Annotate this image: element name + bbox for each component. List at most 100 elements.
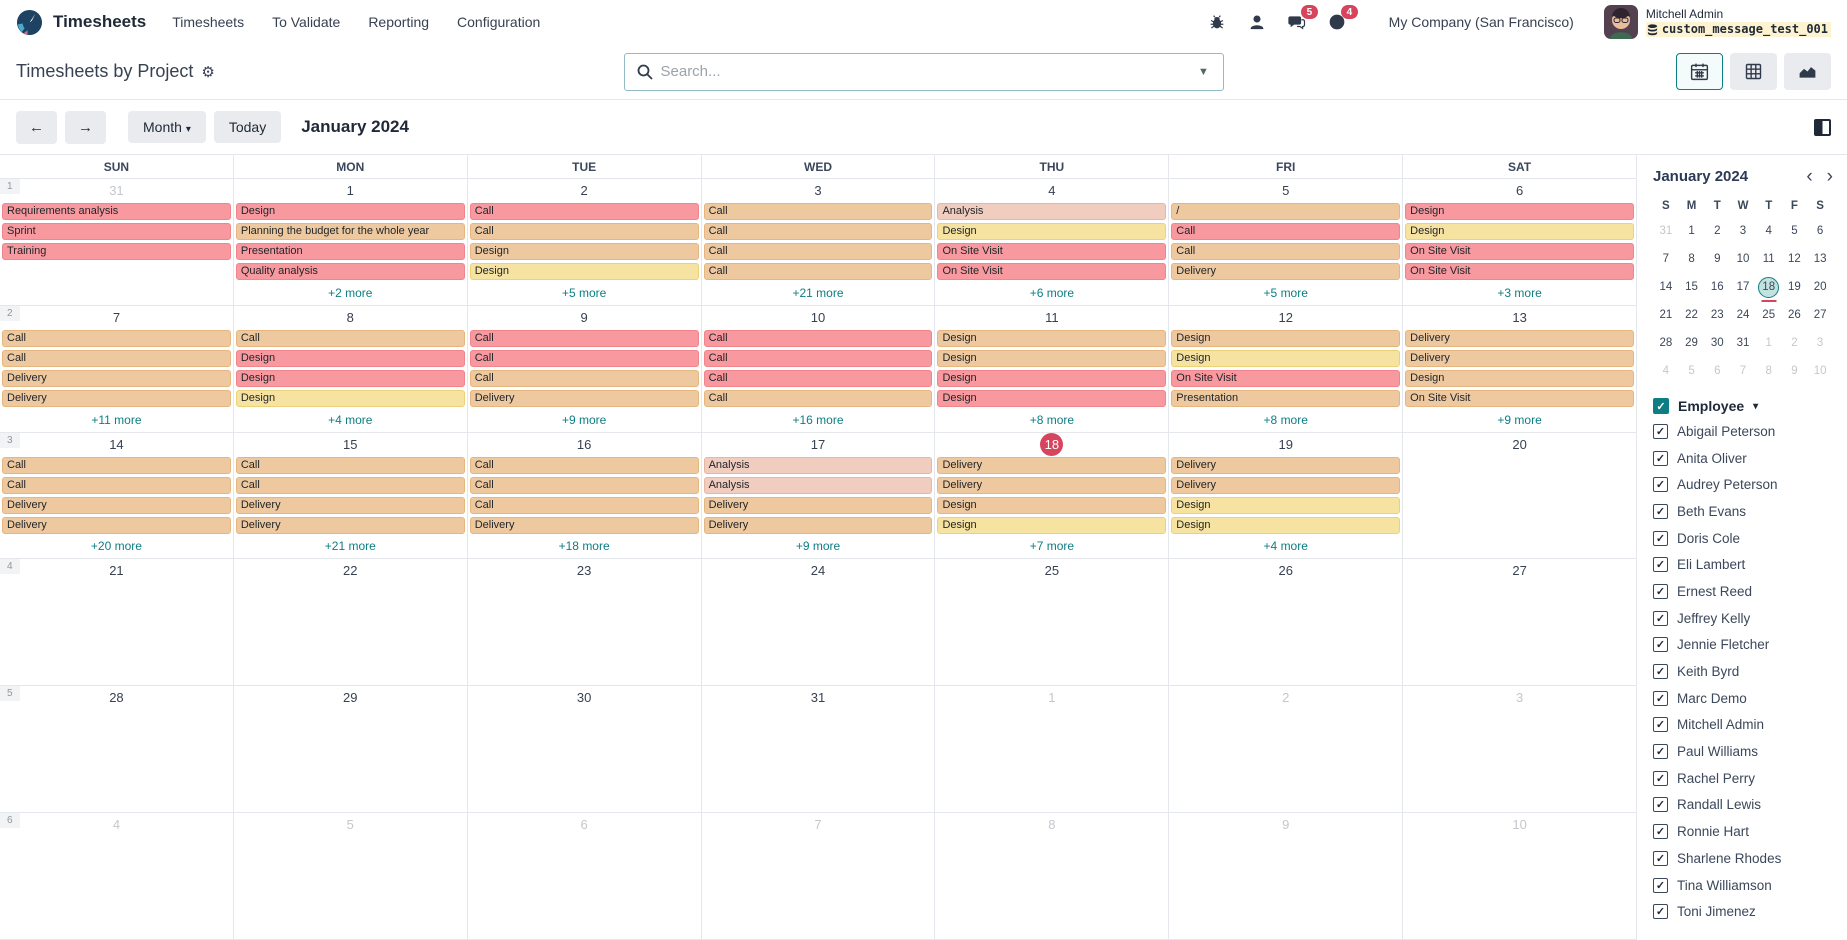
event-pill[interactable]: Call <box>2 329 231 347</box>
employee-filter-item[interactable]: ✓ Keith Byrd <box>1653 658 1833 685</box>
mini-calendar-day[interactable]: 1 <box>1765 337 1772 349</box>
event-pill[interactable]: Call <box>2 349 231 367</box>
event-pill[interactable]: On Site Visit <box>937 263 1167 280</box>
event-pill[interactable]: Call <box>703 349 933 367</box>
employee-filter-item[interactable]: ✓ Jeffrey Kelly <box>1653 605 1833 632</box>
day-cell[interactable]: 9 Call Call Call Delivery +9 more <box>468 305 702 432</box>
day-cell[interactable]: 8 Call Design Design Design +4 more <box>234 305 468 432</box>
day-cell[interactable]: 31 Requirements analysis Sprint Training <box>0 179 234 305</box>
event-pill[interactable]: Call <box>469 329 699 347</box>
event-pill[interactable]: Analysis <box>937 203 1167 220</box>
mini-prev-icon[interactable]: ‹ <box>1806 166 1813 187</box>
event-pill[interactable]: On Site Visit <box>937 243 1167 260</box>
more-events-link[interactable]: +5 more <box>561 285 607 300</box>
employee-filter-item[interactable]: ✓ Audrey Peterson <box>1653 471 1833 498</box>
employee-filter-item[interactable]: ✓ Sharlene Rhodes <box>1653 845 1833 872</box>
event-pill[interactable]: Design <box>469 263 699 280</box>
employee-checkbox[interactable]: ✓ <box>1653 450 1668 466</box>
day-cell[interactable]: 26 <box>1169 559 1404 686</box>
mini-calendar-day[interactable]: 31 <box>1659 225 1673 237</box>
day-cell[interactable]: 27 <box>1403 559 1636 685</box>
mini-calendar-day[interactable]: 3 <box>1816 337 1824 349</box>
day-cell[interactable]: 2 <box>1169 686 1404 813</box>
gear-icon[interactable]: ⚙ <box>201 63 215 81</box>
prev-button[interactable]: ← <box>16 110 57 144</box>
menu-timesheets[interactable]: Timesheets <box>172 14 245 30</box>
day-cell[interactable]: 2 Call Call Design Design +5 more <box>468 179 702 305</box>
event-pill[interactable]: Training <box>2 243 231 260</box>
event-pill[interactable]: / <box>1171 203 1401 220</box>
event-pill[interactable]: Delivery <box>703 496 933 514</box>
event-pill[interactable]: Call <box>469 476 699 494</box>
event-pill[interactable]: Requirements analysis <box>2 203 231 220</box>
employee-checkbox[interactable]: ✓ <box>1653 477 1668 493</box>
event-pill[interactable]: Design <box>937 369 1167 387</box>
mini-calendar-day[interactable]: 22 <box>1685 309 1698 321</box>
employee-checkbox[interactable]: ✓ <box>1653 637 1668 653</box>
event-pill[interactable]: Design <box>937 389 1167 407</box>
day-cell[interactable]: 31 <box>702 686 936 813</box>
more-events-link[interactable]: +8 more <box>1263 412 1308 427</box>
event-pill[interactable]: Design <box>1405 223 1635 240</box>
event-pill[interactable]: Delivery <box>2 369 231 387</box>
event-pill[interactable]: Planning the budget for the whole year <box>235 223 465 240</box>
mini-calendar-day[interactable]: 16 <box>1710 281 1724 293</box>
mini-calendar-day[interactable]: 6 <box>1714 365 1721 377</box>
event-pill[interactable]: Call <box>469 203 699 220</box>
calendar-view-button[interactable] <box>1676 53 1723 90</box>
day-cell[interactable]: 14 Call Call Delivery Delivery +20 more <box>0 432 234 559</box>
event-pill[interactable]: Design <box>235 349 465 367</box>
panel-toggle-icon[interactable] <box>1814 118 1831 136</box>
event-pill[interactable]: Call <box>703 369 933 387</box>
mini-calendar-day[interactable]: 23 <box>1710 309 1724 321</box>
event-pill[interactable]: Delivery <box>1171 476 1401 494</box>
mini-calendar-day[interactable]: 4 <box>1765 225 1772 237</box>
employee-filter-item[interactable]: ✓ Mitchell Admin <box>1653 712 1833 739</box>
event-pill[interactable]: Delivery <box>1171 263 1401 280</box>
more-events-link[interactable]: +2 more <box>328 285 373 300</box>
event-pill[interactable]: Call <box>703 329 933 347</box>
event-pill[interactable]: Design <box>937 349 1167 367</box>
employee-checkbox[interactable]: ✓ <box>1653 557 1668 573</box>
day-cell[interactable]: 4 <box>0 813 234 939</box>
day-cell[interactable]: 9 <box>1169 813 1404 939</box>
day-cell[interactable]: 17 Analysis Analysis Delivery Delivery +9 mor… <box>702 432 936 559</box>
employee-checkbox[interactable]: ✓ <box>1653 503 1668 519</box>
event-pill[interactable]: On Site Visit <box>1405 389 1635 407</box>
day-cell[interactable]: 6 <box>468 813 702 939</box>
event-pill[interactable]: Design <box>1171 329 1401 347</box>
day-cell[interactable]: 13 Delivery Delivery Design On Site Visit +9 … <box>1403 306 1636 432</box>
employee-filter-item[interactable]: ✓ Beth Evans <box>1653 498 1833 525</box>
day-cell[interactable]: 30 <box>468 686 702 813</box>
day-cell[interactable]: 22 <box>234 559 468 686</box>
mini-next-icon[interactable]: › <box>1826 166 1833 187</box>
more-events-link[interactable]: +7 more <box>1029 539 1075 554</box>
search-input[interactable] <box>660 63 1185 80</box>
mini-calendar-day[interactable]: 5 <box>1791 225 1798 237</box>
mini-calendar-day[interactable]: 3 <box>1739 225 1747 237</box>
event-pill[interactable]: Quality analysis <box>235 263 465 280</box>
mini-calendar-day[interactable]: 9 <box>1791 365 1798 377</box>
mini-calendar-day[interactable]: 28 <box>1659 337 1673 349</box>
event-pill[interactable]: Delivery <box>235 496 465 514</box>
bug-icon[interactable] <box>1207 12 1227 32</box>
employee-filter-item[interactable]: ✓ Marc Demo <box>1653 685 1833 712</box>
day-cell[interactable]: 19 Delivery Delivery Design Design +4 more <box>1169 432 1404 559</box>
event-pill[interactable]: Delivery <box>937 476 1167 494</box>
menu-to-validate[interactable]: To Validate <box>272 14 341 30</box>
menu-reporting[interactable]: Reporting <box>368 14 430 30</box>
day-cell[interactable]: 15 Call Call Delivery Delivery +21 more <box>234 432 468 559</box>
event-pill[interactable]: Call <box>469 369 699 387</box>
employee-filter-item[interactable]: ✓ Jennie Fletcher <box>1653 632 1833 659</box>
day-cell[interactable]: 24 <box>702 559 936 686</box>
employee-checkbox[interactable]: ✓ <box>1653 717 1668 733</box>
employee-checkbox[interactable]: ✓ <box>1653 770 1668 786</box>
more-events-link[interactable]: +16 more <box>792 412 844 427</box>
event-pill[interactable]: Call <box>469 456 699 474</box>
search-dropdown-caret[interactable]: ▼ <box>1198 65 1209 78</box>
event-pill[interactable]: Call <box>235 476 465 494</box>
mini-calendar-day[interactable]: 5 <box>1688 365 1695 377</box>
event-pill[interactable]: Design <box>937 516 1167 534</box>
mini-calendar-day[interactable]: 2 <box>1714 225 1721 237</box>
mini-calendar-day[interactable]: 27 <box>1813 309 1827 321</box>
